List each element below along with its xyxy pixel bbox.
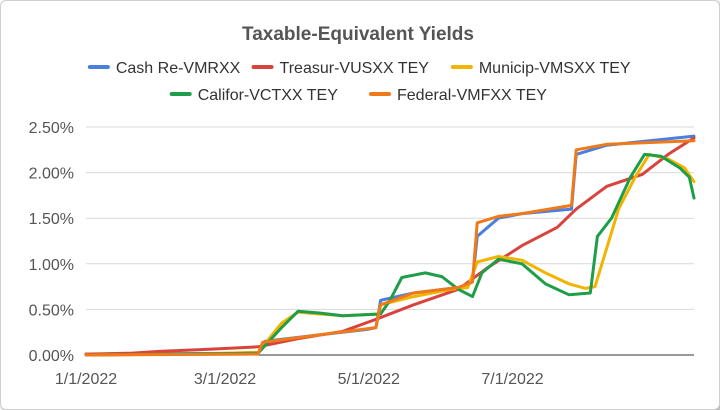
x-axis-ticks: 1/1/2022 3/1/2022 5/1/2022 7/1/2022 <box>55 371 544 388</box>
series-line <box>84 152 696 357</box>
y-tick-label: 0.50% <box>29 302 74 319</box>
legend-label: Cash Re-VMRXX <box>116 60 241 77</box>
chart-title: Taxable-Equivalent Yields <box>242 24 474 45</box>
y-tick-label: 1.00% <box>29 257 74 274</box>
series-line <box>84 152 696 357</box>
series-line <box>84 136 696 356</box>
y-tick-label: 0.00% <box>29 348 74 365</box>
legend: Cash Re-VMRXX Treasur-VUSXX TEY Municip-VM… <box>87 60 631 104</box>
y-tick-label: 2.00% <box>29 166 74 183</box>
y-tick-label: 1.50% <box>29 211 74 228</box>
series-lines <box>84 134 696 357</box>
x-tick-label: 5/1/2022 <box>338 371 400 388</box>
grid <box>86 126 694 356</box>
legend-label: Municip-VMSXX TEY <box>479 60 631 77</box>
series-line <box>84 134 696 356</box>
y-axis-ticks: 0.00% 0.50% 1.00% 1.50% 2.00% 2.50% <box>29 120 74 365</box>
x-tick-label: 1/1/2022 <box>55 371 117 388</box>
y-tick-label: 2.50% <box>29 120 74 137</box>
legend-label: Federal-VMFXX TEY <box>397 87 547 104</box>
series-line <box>84 139 696 357</box>
legend-label: Treasur-VUSXX TEY <box>280 60 430 77</box>
x-tick-label: 7/1/2022 <box>481 371 543 388</box>
x-tick-label: 3/1/2022 <box>194 371 256 388</box>
legend-label: Califor-VCTXX TEY <box>198 87 339 104</box>
